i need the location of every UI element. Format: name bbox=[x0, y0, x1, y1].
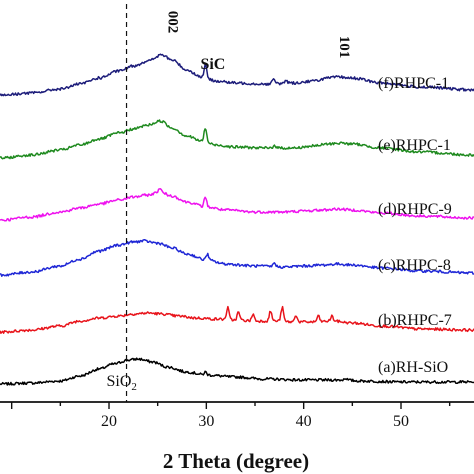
series-line-4 bbox=[0, 188, 474, 222]
series-layer bbox=[0, 53, 474, 386]
tick-label: 20 bbox=[101, 413, 117, 430]
series-line-3 bbox=[0, 239, 474, 277]
series-label: (d)RHPC-9 bbox=[378, 201, 452, 218]
label-layer: (a)RH-SiO (b)RHPC-7 (c)RHPC-8 (d)RHPC-9 (e)R… bbox=[107, 11, 452, 393]
series-label: (e)RHPC-1 bbox=[378, 137, 451, 154]
series-line-5 bbox=[0, 119, 474, 160]
series-label: (f)RHPC-1 bbox=[378, 75, 449, 92]
annotation-text: 002 bbox=[165, 11, 181, 34]
annotation-text: 101 bbox=[336, 36, 352, 59]
series-label: (b)RHPC-7 bbox=[378, 312, 452, 329]
series-line-1 bbox=[0, 357, 474, 386]
series-line-6 bbox=[0, 53, 474, 97]
tick-label: 40 bbox=[296, 413, 312, 430]
peak-annotation: 002 bbox=[165, 11, 181, 34]
tick-label: 50 bbox=[393, 413, 409, 430]
sio2-annotation: SiO2 bbox=[107, 373, 137, 393]
x-axis: 20 30 40 50 2 Theta (degree) bbox=[0, 401, 474, 473]
sic-annotation: SiC bbox=[200, 56, 225, 73]
x-axis-title: 2 Theta (degree) bbox=[163, 449, 309, 473]
series-label: (c)RHPC-8 bbox=[378, 257, 451, 274]
series-line-2 bbox=[0, 305, 474, 334]
series-label: (a)RH-SiO bbox=[378, 359, 448, 376]
tick-label: 30 bbox=[198, 413, 214, 430]
annotation-subscript: 2 bbox=[131, 381, 137, 393]
peak-annotation: 101 bbox=[336, 36, 352, 59]
